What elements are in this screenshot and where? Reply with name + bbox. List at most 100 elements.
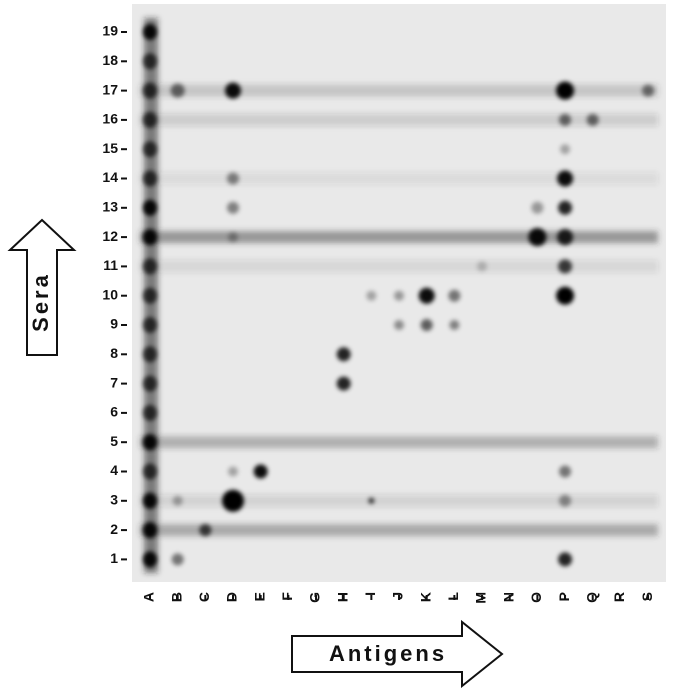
band	[140, 113, 658, 126]
spot	[143, 53, 157, 70]
spot	[171, 553, 184, 566]
column-label: P	[556, 592, 572, 601]
spot	[170, 83, 185, 98]
spot	[558, 259, 573, 274]
spot	[531, 201, 544, 214]
band	[140, 84, 658, 97]
spot	[143, 199, 157, 216]
spot	[558, 200, 573, 215]
spot	[366, 290, 377, 301]
column-label: O	[528, 592, 544, 603]
spot	[143, 375, 157, 392]
row-label: 8	[110, 345, 118, 361]
spot	[642, 84, 655, 97]
spot	[394, 290, 405, 301]
row-label: 2	[110, 521, 118, 537]
column-label: C	[196, 592, 212, 602]
spot	[143, 111, 157, 128]
row-label: 15	[102, 140, 118, 156]
spot	[143, 492, 157, 509]
spot	[477, 261, 488, 272]
column-label: N	[500, 592, 516, 602]
antigens-arrow	[291, 619, 504, 688]
spot	[222, 489, 245, 512]
row-label: 9	[110, 316, 118, 332]
spot	[199, 524, 212, 537]
spot	[418, 287, 435, 304]
row-label: 12	[102, 228, 118, 244]
spot	[143, 434, 157, 451]
spot	[225, 82, 242, 99]
row-label: 3	[110, 492, 118, 508]
sera-arrow	[7, 218, 77, 356]
spot	[368, 497, 375, 504]
column-label: K	[417, 592, 433, 602]
spot	[420, 319, 433, 331]
column-label: G	[307, 592, 323, 603]
column-label: L	[445, 592, 461, 601]
column-label: I	[362, 592, 378, 596]
band	[140, 524, 658, 537]
spot	[143, 522, 157, 539]
row-label: 16	[102, 111, 118, 127]
column-label: H	[334, 592, 350, 602]
column-label: J	[390, 592, 406, 600]
row-label: 14	[102, 169, 118, 185]
row-label: 7	[110, 374, 118, 390]
spot	[448, 289, 461, 302]
spot	[227, 201, 240, 214]
spot	[227, 172, 240, 185]
spot	[560, 144, 571, 155]
spot	[253, 464, 268, 479]
spot	[557, 229, 574, 246]
spot	[336, 376, 351, 391]
antigens-label: Antigens	[329, 641, 447, 666]
spot	[558, 552, 573, 567]
column-label: Q	[583, 592, 599, 603]
column-label: R	[611, 592, 627, 602]
spot	[143, 317, 157, 333]
spot	[586, 113, 599, 126]
spot	[394, 320, 405, 330]
spot	[143, 170, 157, 187]
spot	[336, 347, 351, 362]
column-label: M	[473, 592, 489, 604]
row-label: 6	[110, 404, 118, 420]
column-label: S	[639, 592, 655, 601]
spot	[172, 495, 183, 506]
column-label: A	[141, 592, 157, 602]
row-label: 1	[110, 550, 118, 566]
row-label: 19	[102, 23, 118, 39]
spot	[143, 551, 157, 568]
row-label: 5	[110, 433, 118, 449]
spot	[559, 113, 572, 126]
spot	[143, 141, 157, 158]
spot	[143, 463, 157, 480]
band	[140, 172, 658, 185]
row-label: 10	[102, 286, 118, 302]
spot	[228, 466, 239, 477]
row-label: 11	[103, 257, 118, 273]
band	[140, 260, 658, 273]
spot	[528, 228, 547, 247]
spot	[143, 287, 157, 304]
spot	[143, 24, 157, 40]
column-label: F	[279, 592, 295, 601]
spot	[143, 346, 157, 363]
spot	[449, 320, 460, 330]
band	[140, 494, 658, 507]
row-label: 4	[110, 462, 118, 478]
band	[140, 436, 658, 449]
sera-label: Sera	[28, 272, 53, 332]
blot-spots	[143, 24, 655, 568]
labels: 19 18 17 16 15 14 13 12 11 10 9 8 7 6 5 4 3 2 1 A B C D E F G H I J K…	[102, 23, 654, 604]
spot	[143, 258, 157, 275]
column-label: B	[168, 592, 184, 602]
column-label: E	[251, 592, 267, 601]
row-label: 17	[102, 81, 118, 97]
spot	[228, 232, 239, 243]
spot	[559, 494, 572, 507]
spot	[143, 82, 157, 99]
row-label: 13	[102, 199, 118, 215]
